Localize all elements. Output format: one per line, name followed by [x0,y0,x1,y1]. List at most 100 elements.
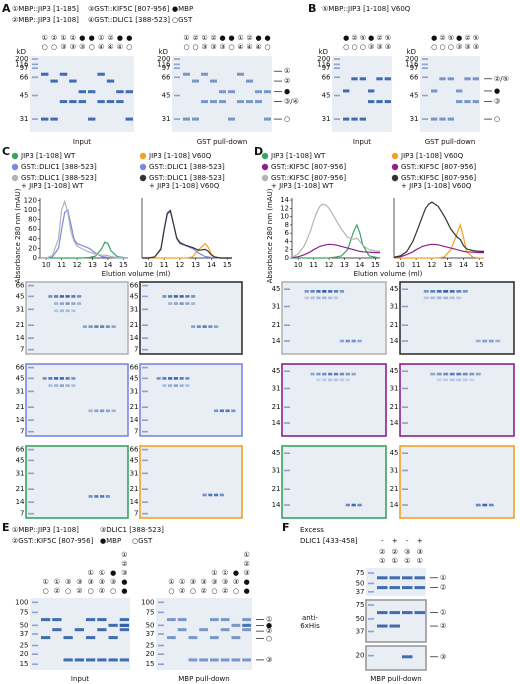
marker-label: 31 [130,469,139,477]
protein-band [167,636,176,640]
lane-label: ○ [431,43,437,51]
legend-marker [11,174,19,182]
marker-label: 66 [16,282,25,290]
protein-band [351,77,358,81]
protein-band [228,117,235,121]
protein-band [310,290,315,293]
ladder-band [142,406,148,408]
gel [399,281,515,355]
protein-band [376,77,383,81]
protein-band [71,309,76,313]
lane-label: ④ [237,43,243,51]
ladder-band [284,288,290,290]
legend-marker [139,152,147,160]
protein-band [65,309,70,313]
ladder-band [284,422,290,424]
marker-label: 45 [272,367,281,375]
lane-label: ① [183,34,189,42]
protein-band [439,77,446,81]
marker-label: 21 [16,321,25,329]
protein-band [304,296,309,300]
marker-label: 45 [272,285,281,293]
protein-band [183,117,190,121]
ladder-band [174,76,180,79]
protein-band [74,658,84,662]
lane-label: ③ [456,43,462,51]
marker-label: 100 [141,598,154,606]
marker-label: 45 [272,449,281,457]
protein-band [191,295,196,298]
protein-band [94,325,99,328]
protein-band [402,576,413,580]
protein-band [52,618,62,622]
lane-label: ● [431,34,437,42]
ladder-band [28,472,34,475]
lane-label: ○ [42,43,48,51]
protein-band [464,77,471,81]
protein-band [436,372,442,376]
protein-band [482,503,488,507]
lane-label: ② [439,34,445,42]
ladder-band [142,390,148,393]
protein-band [41,618,51,622]
protein-band [402,611,413,615]
marker-label: 21 [390,321,399,329]
marker-label: 14 [16,498,25,506]
protein-band [52,628,62,632]
protein-band [343,89,350,93]
legend-item: ④GST::DLIC1 [388-523] [88,16,170,24]
marker-label: 37 [20,630,29,638]
ladder-band [422,58,428,60]
protein-band [88,90,96,94]
protein-band [443,378,449,382]
protein-band [447,77,454,81]
lane-label: ② [392,548,398,556]
protein-band [78,90,86,94]
lane-label: ③ [110,578,116,586]
gel [30,56,134,132]
protein-band [456,100,463,104]
y-tick-label: 0 [33,254,37,262]
gel [281,363,387,437]
lane-label: ⑤ [360,34,366,42]
lane-label: ② [121,560,127,568]
protein-band [219,100,226,104]
gel [332,56,392,132]
legend-item: GST::KIF5C [807-956] + JIP3 [1-108] V60Q [401,174,478,190]
legend-item: ①MBP::JIP3 [1-185] [12,5,79,13]
gel [139,281,243,355]
legend-marker [261,152,269,160]
legend-item: GST::DLIC1 [388-523] [149,163,225,171]
data-line [142,209,232,259]
x-tick-label: 14 [103,261,112,269]
gel-caption: MBP pull-down [178,675,229,683]
marker-label: 45 [20,92,29,100]
band-label: ● [266,621,272,629]
protein-band [316,372,321,376]
legend-item: ①MBP::JIP3 [1-108] [12,526,79,534]
ladder-band [158,611,164,614]
lane-label: ○ [190,587,196,595]
protein-band [456,378,462,382]
lane-label: ③ [210,43,216,51]
ladder-band [158,653,164,655]
legend-marker [11,152,19,160]
protein-band [219,409,224,413]
protein-band [201,100,208,104]
protein-band [167,618,176,622]
protein-band [78,100,86,104]
protein-band [430,372,436,376]
ladder-band [402,406,408,408]
protein-band [242,623,251,627]
ladder-band [368,582,374,585]
protein-band [449,296,455,300]
y-tick-label: 10 [280,213,289,221]
protein-band [54,302,59,305]
lane-label: ③ [376,43,382,51]
band-label: ③ [266,656,272,664]
marker-label: 97 [162,64,171,72]
lane-label: ③ [368,43,374,51]
protein-band [345,339,350,343]
protein-band [86,658,96,662]
marker-label: 45 [16,292,25,300]
